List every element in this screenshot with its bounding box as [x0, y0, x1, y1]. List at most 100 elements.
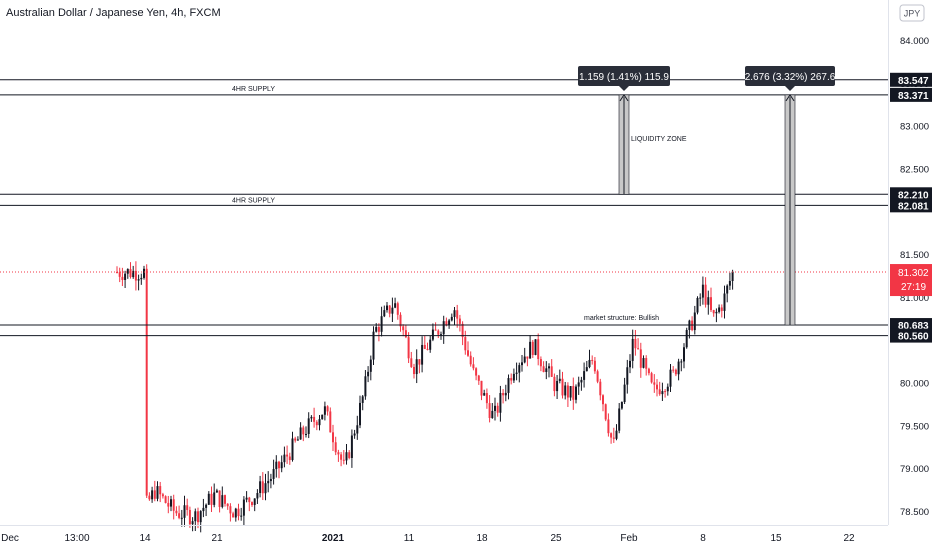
candle-body	[421, 344, 424, 365]
level-price-tag	[890, 328, 932, 343]
candle-body	[575, 386, 577, 400]
candle-body	[728, 281, 731, 286]
candle-body	[224, 495, 226, 504]
candle-body	[121, 276, 124, 280]
candle-body	[143, 268, 145, 278]
price-tick-label: 84.000	[900, 36, 929, 47]
candle-body	[315, 421, 318, 426]
annotation-label: 4HR SUPPLY	[232, 197, 275, 204]
candle-body	[561, 378, 564, 396]
candle-body	[718, 307, 721, 312]
candle-body	[556, 380, 559, 392]
price-axis: 84.00083.50083.00082.50081.50081.00080.0…	[888, 0, 932, 525]
candle-body	[607, 419, 610, 434]
currency-badge-box	[899, 4, 925, 22]
candles	[116, 261, 734, 533]
candle-body	[685, 329, 688, 348]
price-tick-label: 78.500	[900, 507, 929, 518]
candle-body	[494, 405, 496, 411]
candle-body	[353, 433, 356, 436]
candle-body	[715, 311, 718, 314]
price-tick-label: 81.500	[900, 250, 929, 261]
candle-body	[707, 297, 710, 305]
candle-body	[548, 366, 550, 369]
candle-body	[588, 359, 591, 368]
time-tick-label: Dec	[1, 533, 19, 544]
time-tick-label: 14	[139, 533, 151, 544]
candle-body	[240, 515, 243, 517]
candle-body	[161, 494, 164, 497]
candle-body	[137, 279, 140, 281]
candle-body	[593, 360, 596, 372]
time-tick-label: 18	[476, 533, 488, 544]
candle-body	[569, 386, 572, 398]
candle-body	[229, 506, 232, 514]
candle-body	[199, 511, 202, 523]
level-price-label: 82.210	[898, 190, 929, 201]
candle-body	[499, 393, 502, 413]
annotation-label: 4HR SUPPLY	[232, 86, 275, 93]
candle-body	[434, 329, 437, 331]
price-tick-label: 82.500	[900, 164, 929, 175]
candle-body	[502, 393, 505, 396]
candle-body	[369, 359, 372, 372]
level-price-label: 83.371	[898, 91, 929, 102]
candle-body	[323, 406, 326, 415]
currency-badge-label: JPY	[904, 9, 921, 19]
candle-body	[448, 320, 451, 326]
level-price-tag	[890, 72, 932, 87]
candle-body	[431, 329, 434, 340]
level-price-tag	[890, 318, 932, 333]
candle-body	[186, 505, 189, 510]
candle-body	[153, 490, 156, 499]
candle-body	[183, 505, 186, 518]
candle-body	[318, 419, 321, 426]
candle-body	[639, 349, 642, 368]
candle-body	[348, 452, 351, 458]
candle-body	[564, 385, 567, 396]
candle-body	[664, 391, 667, 393]
candle-body	[156, 486, 159, 499]
candle-body	[380, 316, 383, 332]
candle-body	[645, 358, 648, 369]
candle-body	[248, 497, 251, 503]
candle-body	[475, 368, 478, 376]
candle-body	[710, 297, 712, 311]
currency-badge[interactable]: JPY	[899, 4, 925, 22]
candle-body	[278, 461, 280, 469]
candle-body	[629, 360, 631, 368]
candle-body	[626, 367, 629, 385]
candle-body	[488, 403, 491, 418]
level-price-label: 80.683	[898, 321, 929, 332]
candle-body	[496, 405, 499, 413]
countdown-label: 27:19	[901, 282, 926, 293]
level-price-tag	[890, 87, 932, 102]
candle-body	[178, 513, 181, 518]
candle-body	[375, 327, 378, 332]
time-tick-label: 2021	[322, 533, 345, 544]
candle-body	[518, 365, 521, 373]
annotation-label: market structure: Bullish	[584, 315, 659, 322]
measure-label: 1.159 (1.41%) 115.9	[579, 72, 669, 83]
candle-body	[280, 462, 283, 469]
candle-body	[672, 369, 675, 371]
candle-body	[210, 493, 213, 505]
candle-body	[445, 321, 448, 326]
candle-body	[618, 408, 621, 431]
candle-body	[267, 481, 270, 484]
candle-body	[458, 318, 461, 324]
candle-body	[197, 511, 199, 523]
level-price-tag	[890, 198, 932, 213]
candle-body	[394, 303, 397, 308]
candle-body	[477, 375, 480, 381]
candle-body	[539, 359, 542, 367]
candle-body	[396, 303, 399, 315]
candle-body	[483, 393, 486, 396]
candle-body	[350, 435, 353, 458]
candle-body	[580, 379, 583, 383]
candle-body	[242, 499, 245, 516]
candle-body	[677, 361, 680, 375]
candle-body	[453, 310, 456, 317]
candle-body	[429, 339, 432, 350]
